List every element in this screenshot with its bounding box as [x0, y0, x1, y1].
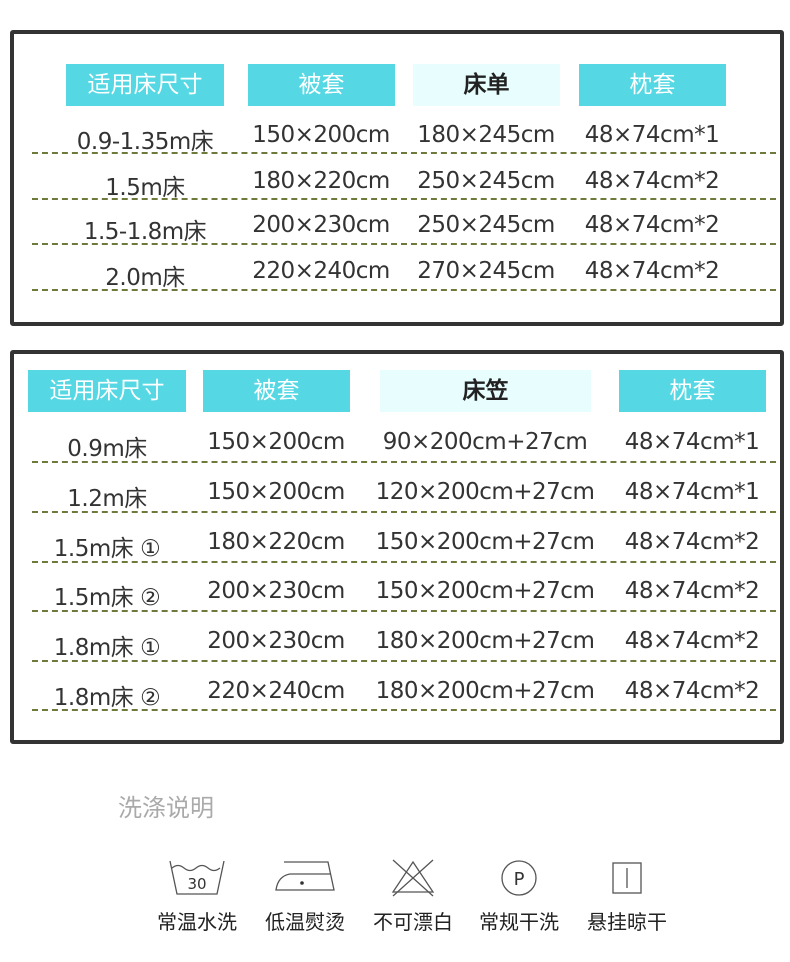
- care-dryclean: P 常规干洗: [464, 858, 574, 935]
- table-cell: 180×200cm+27cm: [375, 678, 595, 704]
- care-hang: 悬挂晾干: [572, 858, 682, 935]
- table-cell: 150×200cm+27cm: [375, 529, 595, 555]
- care-label: 悬挂晾干: [587, 910, 667, 934]
- table-cell: 1.5m床: [105, 175, 185, 201]
- care-wash: 30 常温水洗: [142, 858, 252, 935]
- table-cell: 48×74cm*2: [624, 529, 760, 555]
- column-header: 枕套: [619, 370, 766, 412]
- table-cell: 180×220cm: [207, 529, 345, 555]
- table-cell: 1.8m床 ②: [53, 685, 161, 711]
- table-cell: 48×74cm*2: [584, 168, 720, 194]
- row-divider: [32, 152, 776, 154]
- table-cell: 220×240cm: [252, 258, 390, 284]
- table-cell: 250×245cm: [417, 212, 555, 238]
- row-divider: [32, 511, 776, 513]
- row-divider: [32, 198, 776, 200]
- table-cell: 150×200cm: [252, 122, 390, 148]
- table-cell: 120×200cm+27cm: [375, 479, 595, 505]
- row-divider: [32, 709, 776, 711]
- table-cell: 180×200cm+27cm: [375, 628, 595, 654]
- table-cell: 48×74cm*2: [584, 258, 720, 284]
- table-cell: 48×74cm*1: [624, 479, 760, 505]
- table-cell: 270×245cm: [417, 258, 555, 284]
- column-header: 被套: [248, 64, 395, 106]
- table-cell: 48×74cm*2: [584, 212, 720, 238]
- hang-dry-icon: [612, 862, 642, 894]
- dry-clean-p-icon: P: [501, 860, 537, 896]
- row-divider: [32, 461, 776, 463]
- table-cell: 180×220cm: [252, 168, 390, 194]
- care-bleach: 不可漂白: [358, 858, 468, 935]
- column-header: 床单: [413, 64, 560, 106]
- iron-low-icon: [275, 861, 335, 891]
- table-cell: 200×230cm: [252, 212, 390, 238]
- care-iron: 低温熨烫: [250, 858, 360, 935]
- table-cell: 0.9-1.35m床: [76, 129, 214, 155]
- table-cell: 150×200cm: [207, 429, 345, 455]
- table-cell: 48×74cm*2: [624, 628, 760, 654]
- table-cell: 2.0m床: [105, 265, 185, 291]
- table-cell: 150×200cm: [207, 479, 345, 505]
- no-bleach-icon: [391, 859, 435, 897]
- column-header: 床笠: [380, 370, 591, 412]
- row-divider: [32, 660, 776, 662]
- row-divider: [32, 610, 776, 612]
- table-cell: 220×240cm: [207, 678, 345, 704]
- wash-30-icon: 30: [169, 860, 225, 895]
- table-cell: 0.9m床: [67, 436, 147, 462]
- row-divider: [32, 243, 776, 245]
- table-cell: 1.5m床 ②: [53, 585, 161, 611]
- care-label: 常规干洗: [479, 910, 559, 934]
- table-cell: 90×200cm+27cm: [382, 429, 588, 455]
- table-cell: 1.5-1.8m床: [83, 219, 207, 245]
- svg-text:P: P: [514, 869, 525, 890]
- care-label: 常温水洗: [157, 910, 237, 934]
- column-header: 适用床尺寸: [66, 64, 224, 106]
- table-cell: 48×74cm*1: [624, 429, 760, 455]
- column-header: 适用床尺寸: [28, 370, 186, 412]
- table-cell: 48×74cm*2: [624, 578, 760, 604]
- care-label: 不可漂白: [373, 910, 453, 934]
- row-divider: [32, 289, 776, 291]
- table-cell: 200×230cm: [207, 578, 345, 604]
- table-cell: 200×230cm: [207, 628, 345, 654]
- size-table-fitted: 适用床尺寸 被套 床笠 枕套 0.9m床 150×200cm 90×200cm+27cm 48…: [10, 350, 784, 744]
- svg-text:30: 30: [187, 875, 206, 893]
- column-header: 被套: [203, 370, 350, 412]
- table-cell: 48×74cm*1: [584, 122, 720, 148]
- column-header: 枕套: [579, 64, 726, 106]
- table-cell: 250×245cm: [417, 168, 555, 194]
- table-cell: 180×245cm: [417, 122, 555, 148]
- table-cell: 150×200cm+27cm: [375, 578, 595, 604]
- care-label: 低温熨烫: [265, 910, 345, 934]
- table-cell: 1.8m床 ①: [53, 635, 161, 661]
- size-table-sheet: 适用床尺寸 被套 床单 枕套 0.9-1.35m床 150×200cm 180×245cm 4…: [10, 30, 784, 326]
- table-cell: 1.5m床 ①: [53, 536, 161, 562]
- table-cell: 48×74cm*2: [624, 678, 760, 704]
- table-cell: 1.2m床: [67, 486, 147, 512]
- row-divider: [32, 561, 776, 563]
- care-title: 洗涤说明: [118, 794, 214, 822]
